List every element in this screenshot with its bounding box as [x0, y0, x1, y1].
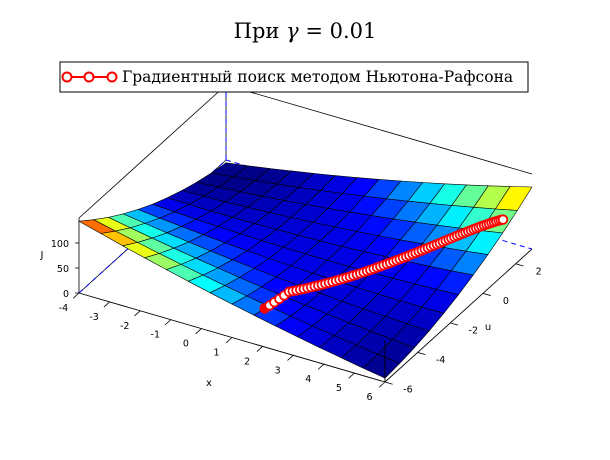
- y-tick-label: -4: [436, 355, 445, 366]
- x-tick-mark: [287, 355, 294, 361]
- x-tick-label: 1: [213, 348, 219, 359]
- y-tick-label: -6: [403, 385, 412, 396]
- x-ticks: -4 -3 -2 -1 0 1 2 3 4 5 6: [59, 292, 386, 403]
- x-tick-mark: [195, 328, 202, 335]
- x-tick-mark: [73, 292, 80, 299]
- y-tick-mark: [482, 292, 491, 296]
- legend-label: Градиентный поиск методом Ньютона-Рафсон…: [122, 68, 513, 86]
- x-tick-label: 0: [183, 339, 189, 350]
- x-tick-label: -2: [120, 321, 129, 332]
- x-tick-label: -4: [59, 303, 68, 314]
- x-tick-label: 5: [336, 383, 342, 394]
- search-path: [259, 214, 509, 314]
- x-tick-mark: [379, 381, 386, 388]
- path-point: [497, 214, 509, 225]
- x-tick-mark: [164, 319, 172, 326]
- y-tick-mark: [384, 381, 393, 385]
- y-tick-mark: [417, 352, 426, 356]
- x-tick-label: 6: [366, 392, 372, 403]
- legend-marker: [83, 71, 95, 83]
- x-tick-mark: [134, 310, 141, 317]
- z-tick-label: 100: [51, 239, 69, 250]
- y-tick-label: 0: [503, 296, 509, 307]
- z-tick-label: 50: [57, 264, 69, 275]
- x-tick-mark: [103, 301, 110, 308]
- axis-line: [384, 248, 533, 383]
- x-tick-mark: [317, 363, 325, 370]
- y-tick-label: 2: [536, 267, 542, 278]
- legend-box: [59, 61, 529, 93]
- axis-box-edge: [78, 84, 227, 219]
- x-tick-mark: [256, 346, 263, 352]
- z-ticks: 0 50 100: [51, 239, 79, 300]
- x-tick-label: 3: [275, 365, 281, 376]
- x-tick-label: 2: [244, 356, 250, 367]
- x-tick-label: 4: [305, 374, 311, 385]
- z-axis-label: J: [40, 250, 44, 261]
- y-axis-label: u: [485, 322, 491, 333]
- x-axis-label: x: [206, 378, 212, 389]
- z-tick-label: 0: [63, 289, 69, 300]
- surface-cell: [362, 353, 401, 379]
- surface: [78, 162, 533, 379]
- chart-title: При γ = 0.01: [234, 19, 377, 43]
- y-tick-label: -2: [469, 326, 478, 337]
- x-tick-mark: [226, 337, 233, 343]
- y-tick-mark: [450, 322, 459, 326]
- legend-marker: [106, 71, 118, 83]
- x-tick-label: -3: [89, 312, 98, 323]
- y-tick-mark: [515, 263, 524, 267]
- x-tick-label: -1: [151, 330, 160, 341]
- y-ticks: -6 -4 -2 0 2: [384, 263, 542, 396]
- axis-box-edge: [225, 84, 533, 175]
- legend-marker: [61, 71, 73, 83]
- legend: Градиентный поиск методом Ньютона-Рафсон…: [59, 61, 529, 93]
- x-tick-mark: [348, 372, 355, 379]
